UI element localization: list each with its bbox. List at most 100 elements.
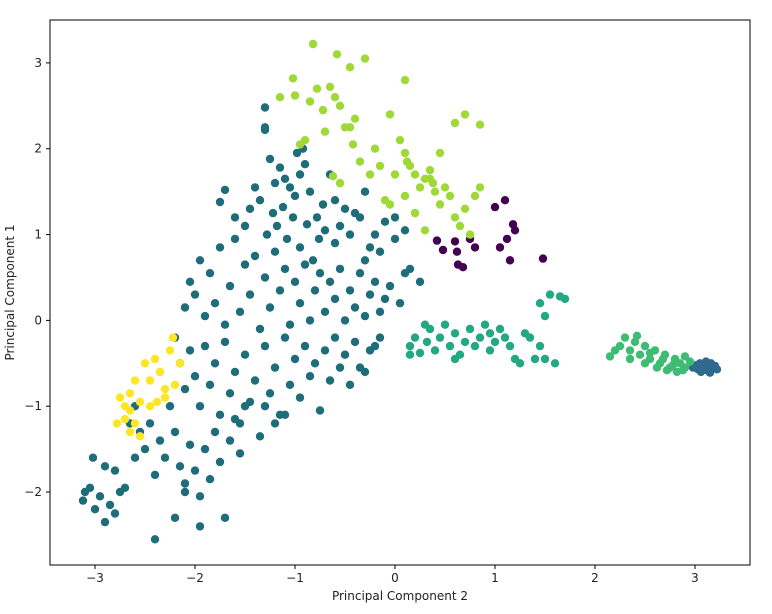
y-tick-label: 2 xyxy=(34,142,42,156)
scatter-point xyxy=(435,148,445,158)
scatter-point xyxy=(302,220,312,229)
scatter-point xyxy=(458,263,468,272)
scatter-point xyxy=(290,191,300,201)
scatter-point xyxy=(195,492,205,501)
scatter-point xyxy=(245,290,255,299)
scatter-point xyxy=(260,341,270,351)
scatter-point xyxy=(335,178,345,188)
scatter-point xyxy=(312,213,322,222)
scatter-point xyxy=(475,333,485,342)
scatter-point xyxy=(510,226,520,235)
scatter-point xyxy=(110,466,120,475)
scatter-point xyxy=(340,204,350,213)
scatter-point xyxy=(345,123,355,132)
scatter-point xyxy=(78,496,88,505)
x-axis-ticks: −3 −2 −1 0 1 2 3 xyxy=(86,565,699,585)
scatter-point xyxy=(308,256,318,265)
plot-frame xyxy=(49,19,751,566)
scatter-point xyxy=(275,93,285,102)
scatter-point xyxy=(375,247,385,256)
scatter-point xyxy=(535,299,545,308)
scatter-point xyxy=(280,174,290,183)
scatter-point xyxy=(300,136,310,145)
scatter-point xyxy=(432,236,442,245)
scatter-point xyxy=(305,97,315,106)
scatter-point xyxy=(140,359,150,368)
scatter-point xyxy=(640,359,650,368)
scatter-point xyxy=(145,402,155,411)
scatter-point xyxy=(415,277,425,286)
scatter-point xyxy=(152,397,162,407)
scatter-point xyxy=(278,202,288,212)
scatter-point xyxy=(285,320,295,329)
scatter-point xyxy=(265,154,275,164)
scatter-point xyxy=(385,281,395,291)
scatter-point xyxy=(410,208,420,218)
scatter-point xyxy=(465,230,475,239)
scatter-point xyxy=(225,436,235,445)
scatter-point xyxy=(680,352,690,361)
scatter-point xyxy=(330,294,340,304)
scatter-point xyxy=(215,457,225,467)
scatter-point xyxy=(275,286,285,295)
scatter-point xyxy=(85,483,95,492)
scatter-point xyxy=(422,337,432,347)
scatter-point xyxy=(355,157,365,166)
scatter-point xyxy=(470,191,480,201)
scatter-point xyxy=(175,359,185,368)
scatter-point xyxy=(120,414,130,424)
scatter-point xyxy=(130,453,140,462)
scatter-point xyxy=(410,170,420,179)
scatter-point xyxy=(200,341,210,351)
scatter-point xyxy=(380,217,390,226)
scatter-point xyxy=(170,380,180,389)
scatter-point xyxy=(140,444,150,454)
scatter-point xyxy=(320,226,330,235)
scatter-point xyxy=(240,221,250,231)
scatter-point xyxy=(365,290,375,299)
scatter-point xyxy=(625,346,635,355)
scatter-point xyxy=(255,196,265,205)
scatter-point xyxy=(360,187,370,196)
scatter-point xyxy=(310,286,320,295)
scatter-point xyxy=(400,191,410,201)
scatter-point xyxy=(400,148,410,158)
scatter-point xyxy=(215,410,225,419)
scatter-point xyxy=(100,517,110,527)
scatter-point xyxy=(315,269,325,278)
scatter-point xyxy=(145,376,155,385)
scatter-point xyxy=(312,84,322,93)
scatter-point xyxy=(470,341,480,351)
scatter-point xyxy=(365,170,375,179)
scatter-point xyxy=(190,466,200,475)
scatter-point xyxy=(645,348,655,358)
scatter-point xyxy=(330,93,340,102)
scatter-point xyxy=(332,50,342,59)
scatter-point xyxy=(185,346,195,355)
scatter-point xyxy=(230,213,240,222)
scatter-point xyxy=(375,161,385,171)
scatter-point xyxy=(305,187,315,196)
scatter-point xyxy=(668,360,678,370)
scatter-point xyxy=(155,367,165,377)
scatter-point xyxy=(620,333,630,342)
scatter-point xyxy=(250,376,260,385)
scatter-point xyxy=(350,337,360,347)
scatter-point xyxy=(260,103,270,112)
scatter-point xyxy=(220,513,230,522)
scatter-point xyxy=(485,329,495,338)
scatter-point xyxy=(215,243,225,252)
scatter-point xyxy=(255,432,265,441)
scatter-point xyxy=(105,500,115,510)
scatter-point xyxy=(272,221,282,231)
scatter-point xyxy=(225,281,235,291)
scatter-point xyxy=(290,91,300,100)
scatter-point xyxy=(180,384,190,394)
x-tick-label: −1 xyxy=(286,571,304,585)
scatter-point xyxy=(270,363,280,372)
scatter-point xyxy=(125,406,135,415)
scatter-point xyxy=(415,348,425,358)
scatter-point xyxy=(150,470,160,480)
scatter-point xyxy=(495,243,505,252)
scatter-point xyxy=(450,354,460,364)
